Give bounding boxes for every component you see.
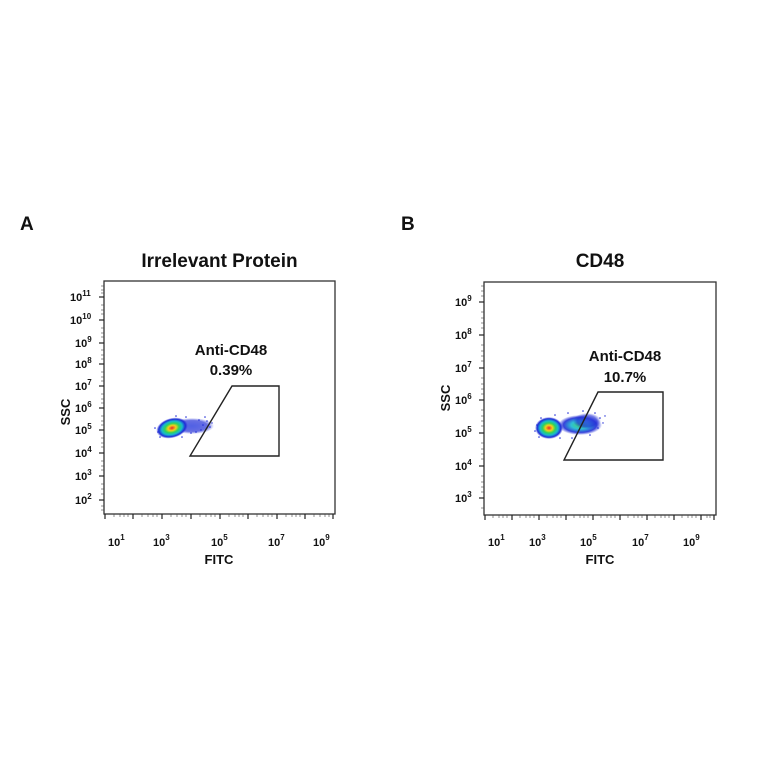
svg-text:103: 103 bbox=[153, 533, 170, 549]
panel-b-y-ticks bbox=[479, 301, 484, 499]
panel-b-gate-name: Anti-CD48 bbox=[589, 348, 662, 365]
panel-b-gate-percent: 10.7% bbox=[604, 369, 647, 386]
svg-text:103: 103 bbox=[529, 533, 546, 549]
svg-text:107: 107 bbox=[268, 533, 285, 549]
panel-b-letter: B bbox=[401, 214, 415, 235]
panel-b-x-minor-ticks bbox=[492, 515, 711, 518]
panel-a-y-tick-labels: 1011 1010 109 108 107 106 105 104 103 10… bbox=[70, 289, 92, 507]
panel-a-x-minor-ticks bbox=[113, 514, 330, 517]
panel-b-cell-population bbox=[534, 410, 606, 439]
svg-text:1011: 1011 bbox=[70, 289, 91, 304]
svg-text:1010: 1010 bbox=[70, 312, 92, 327]
panel-b-x-axis-title: FITC bbox=[586, 552, 615, 567]
panel-a-frame bbox=[103, 280, 336, 515]
svg-text:101: 101 bbox=[108, 533, 125, 549]
panel-b-frame bbox=[483, 281, 717, 516]
panel-b-y-axis-title: SSC bbox=[438, 384, 453, 411]
svg-text:104: 104 bbox=[75, 445, 92, 460]
panel-a-cell-population bbox=[154, 415, 214, 439]
svg-text:101: 101 bbox=[488, 533, 505, 549]
svg-text:105: 105 bbox=[211, 533, 228, 549]
svg-text:105: 105 bbox=[580, 533, 597, 549]
panel-b-plot: 109 108 107 106 105 104 103 SSC bbox=[438, 281, 717, 567]
panel-a-x-tick-labels: 101 103 105 107 109 bbox=[108, 533, 330, 549]
svg-text:107: 107 bbox=[75, 378, 92, 393]
panel-a-gate[interactable] bbox=[188, 385, 280, 457]
svg-text:102: 102 bbox=[75, 492, 92, 507]
panel-a-gate-name: Anti-CD48 bbox=[195, 342, 268, 359]
panel-a-title: Irrelevant Protein bbox=[141, 251, 298, 272]
panel-b-gate[interactable] bbox=[562, 391, 664, 461]
svg-text:104: 104 bbox=[455, 458, 472, 473]
svg-text:108: 108 bbox=[455, 327, 472, 342]
panel-b-title: CD48 bbox=[575, 251, 625, 272]
panel-b-x-ticks bbox=[484, 515, 715, 520]
panel-a-y-ticks bbox=[99, 296, 104, 501]
svg-text:107: 107 bbox=[455, 360, 472, 375]
svg-text:103: 103 bbox=[455, 490, 472, 505]
panel-a-x-ticks bbox=[104, 514, 334, 519]
svg-text:105: 105 bbox=[455, 425, 472, 440]
svg-text:107: 107 bbox=[632, 533, 649, 549]
svg-text:108: 108 bbox=[75, 356, 92, 371]
panel-b-y-minor-ticks bbox=[481, 285, 484, 509]
panel-a-y-axis-title: SSC bbox=[58, 398, 73, 425]
svg-text:103: 103 bbox=[75, 468, 92, 483]
panel-a-plot: 1011 1010 109 108 107 106 105 104 103 10… bbox=[58, 280, 336, 567]
svg-text:109: 109 bbox=[455, 294, 472, 309]
panel-a-x-axis-title: FITC bbox=[205, 552, 234, 567]
panel-a-gate-percent: 0.39% bbox=[210, 362, 253, 379]
svg-text:109: 109 bbox=[313, 533, 330, 549]
panel-a-letter: A bbox=[20, 214, 34, 235]
panel-a-y-minor-ticks bbox=[101, 285, 104, 511]
svg-text:109: 109 bbox=[75, 335, 92, 350]
svg-text:109: 109 bbox=[683, 533, 700, 549]
svg-text:106: 106 bbox=[75, 400, 92, 415]
panel-b-x-tick-labels: 101 103 105 107 109 bbox=[488, 533, 700, 549]
panel-b-y-tick-labels: 109 108 107 106 105 104 103 bbox=[455, 294, 472, 505]
svg-text:105: 105 bbox=[75, 422, 92, 437]
svg-text:106: 106 bbox=[455, 392, 472, 407]
